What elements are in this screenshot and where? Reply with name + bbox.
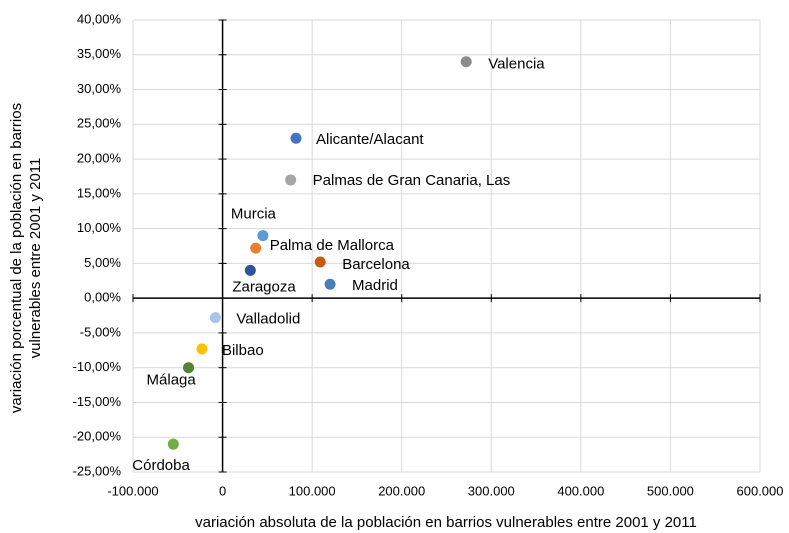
x-tick-label: 200.000 (378, 483, 425, 498)
point (250, 242, 262, 254)
y-tick-label: -10,00% (73, 359, 122, 374)
y-tick-label: 35,00% (77, 46, 122, 61)
point-label: Málaga (147, 372, 197, 389)
point (285, 174, 297, 186)
y-tick-label: 30,00% (77, 81, 122, 96)
point (290, 132, 302, 144)
y-tick-label: 25,00% (77, 116, 122, 131)
point (460, 56, 472, 68)
point (257, 230, 269, 242)
x-tick-label: 300.000 (468, 483, 515, 498)
y-axis-label: variación porcentual de la población en … (8, 103, 25, 413)
y-tick-label: 10,00% (77, 220, 122, 235)
y-axis-label: vulnerables entre 2001 y 2011 (27, 158, 44, 359)
point-label: Barcelona (342, 256, 410, 273)
x-tick-label: 600.000 (737, 483, 784, 498)
y-tick-label: 20,00% (77, 151, 122, 166)
point (167, 438, 179, 450)
point-label: Palma de Mallorca (270, 237, 395, 254)
y-tick-label: 0,00% (84, 290, 121, 305)
x-tick-label: 0 (219, 483, 226, 498)
point (196, 343, 208, 355)
point-label: Valladolid (236, 311, 300, 328)
point (209, 312, 221, 324)
point (314, 256, 326, 268)
x-tick-label: 400.000 (557, 483, 604, 498)
y-tick-label: -20,00% (73, 429, 122, 444)
x-tick-label: 100.000 (289, 483, 336, 498)
point-label: Madrid (352, 277, 398, 294)
point-label: Murcia (231, 206, 277, 223)
point-label: Bilbao (222, 342, 264, 359)
point (244, 264, 256, 276)
x-tick-label: 500.000 (647, 483, 694, 498)
point-label: Palmas de Gran Canaria, Las (313, 172, 511, 189)
point-label: Córdoba (132, 457, 190, 474)
y-tick-label: -15,00% (73, 394, 122, 409)
y-tick-label: 15,00% (77, 185, 122, 200)
x-axis-label: variación absoluta de la población en ba… (195, 514, 697, 531)
x-tick-label: -100.000 (107, 483, 158, 498)
point-label: Alicante/Alacant (316, 131, 424, 148)
point (324, 278, 336, 290)
y-tick-label: 40,00% (77, 11, 122, 26)
y-tick-label: -25,00% (73, 463, 122, 478)
y-tick-label: -5,00% (80, 324, 122, 339)
y-tick-label: 5,00% (84, 255, 121, 270)
point-label: Valencia (488, 56, 545, 73)
point (183, 362, 195, 374)
point-label: Zaragoza (232, 278, 296, 295)
